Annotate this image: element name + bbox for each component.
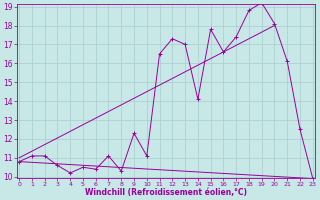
X-axis label: Windchill (Refroidissement éolien,°C): Windchill (Refroidissement éolien,°C) bbox=[85, 188, 247, 197]
